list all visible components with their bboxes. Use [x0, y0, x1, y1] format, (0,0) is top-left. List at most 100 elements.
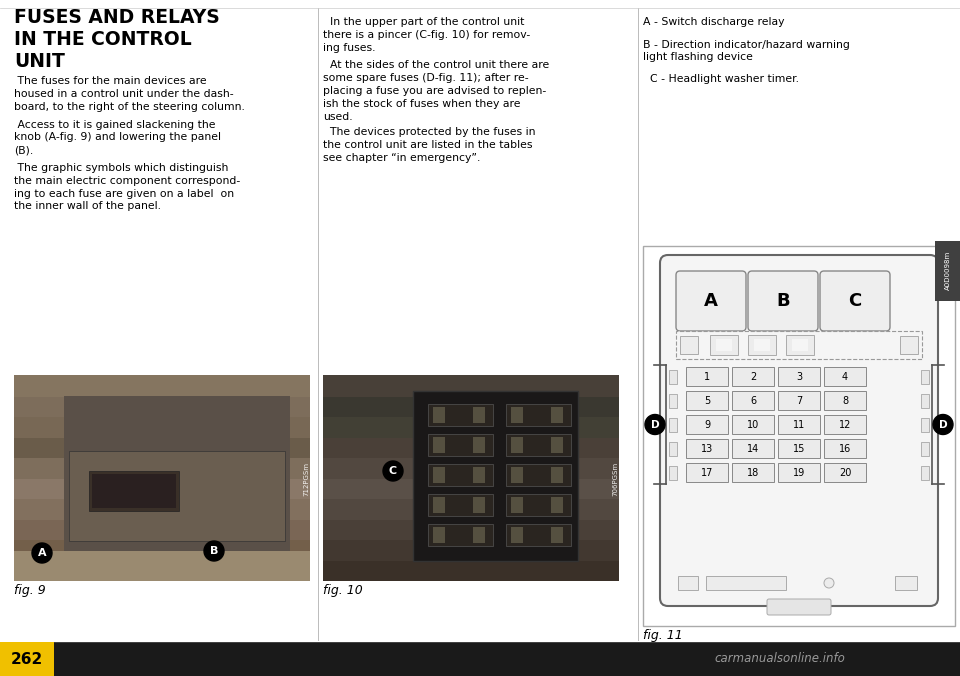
Bar: [669, 370, 677, 384]
Bar: [680, 336, 698, 354]
Bar: [706, 576, 786, 590]
Bar: [669, 466, 677, 480]
Bar: [669, 394, 677, 408]
FancyBboxPatch shape: [748, 271, 818, 331]
Bar: [433, 437, 445, 453]
Text: IN THE CONTROL: IN THE CONTROL: [14, 30, 192, 49]
Bar: [323, 395, 619, 417]
Text: fig. 11: fig. 11: [643, 629, 683, 642]
Bar: [428, 464, 493, 486]
FancyBboxPatch shape: [660, 255, 938, 606]
Bar: [921, 466, 929, 480]
Bar: [778, 367, 820, 386]
Bar: [716, 339, 732, 351]
Bar: [551, 527, 563, 543]
Text: 8: 8: [842, 395, 848, 406]
Text: 9: 9: [704, 420, 710, 429]
Bar: [824, 367, 866, 386]
Bar: [92, 474, 176, 508]
Bar: [14, 560, 310, 581]
Bar: [506, 404, 571, 426]
Bar: [778, 439, 820, 458]
Bar: [14, 375, 310, 397]
Text: C - Headlight washer timer.: C - Headlight washer timer.: [643, 74, 799, 84]
Bar: [323, 376, 619, 581]
Bar: [64, 396, 290, 551]
Bar: [710, 335, 738, 355]
Bar: [921, 394, 929, 408]
Bar: [14, 551, 310, 581]
Bar: [323, 518, 619, 540]
Text: 11: 11: [793, 420, 805, 429]
Bar: [428, 404, 493, 426]
Text: B: B: [210, 546, 218, 556]
Circle shape: [32, 543, 52, 563]
Bar: [686, 367, 728, 386]
Bar: [676, 331, 922, 359]
Text: UNIT: UNIT: [14, 52, 65, 71]
Bar: [511, 527, 523, 543]
Circle shape: [204, 541, 224, 561]
Bar: [14, 416, 310, 437]
Bar: [921, 418, 929, 432]
Bar: [551, 497, 563, 513]
Bar: [732, 463, 774, 482]
Bar: [643, 246, 955, 626]
Bar: [323, 437, 619, 458]
Circle shape: [645, 414, 665, 435]
Text: 262: 262: [11, 652, 43, 667]
Text: carmanualsonline.info: carmanualsonline.info: [714, 652, 846, 665]
Bar: [732, 415, 774, 434]
Text: A - Switch discharge relay: A - Switch discharge relay: [643, 17, 784, 27]
Bar: [786, 335, 814, 355]
Bar: [506, 494, 571, 516]
Text: The devices protected by the fuses in
the control unit are listed in the tables
: The devices protected by the fuses in th…: [323, 127, 536, 163]
Text: 6: 6: [750, 395, 756, 406]
Bar: [323, 477, 619, 499]
Bar: [506, 434, 571, 456]
Bar: [428, 494, 493, 516]
Bar: [732, 391, 774, 410]
Text: C: C: [849, 292, 862, 310]
Bar: [678, 576, 698, 590]
Text: D: D: [939, 420, 948, 429]
Bar: [511, 467, 523, 483]
Text: At the sides of the control unit there are
some spare fuses (D-fig. 11); after r: At the sides of the control unit there a…: [323, 60, 549, 122]
Bar: [433, 527, 445, 543]
Text: The fuses for the main devices are
housed in a control unit under the dash-
boar: The fuses for the main devices are house…: [14, 76, 245, 112]
Bar: [506, 524, 571, 546]
Text: Access to it is gained slackening the
knob (A-fig. 9) and lowering the panel
(B): Access to it is gained slackening the kn…: [14, 120, 221, 155]
Circle shape: [933, 414, 953, 435]
Bar: [686, 415, 728, 434]
Text: 17: 17: [701, 468, 713, 477]
Circle shape: [383, 461, 403, 481]
Bar: [428, 524, 493, 546]
Bar: [551, 437, 563, 453]
Bar: [428, 434, 493, 456]
Bar: [14, 518, 310, 540]
Bar: [778, 415, 820, 434]
Bar: [511, 497, 523, 513]
Bar: [824, 415, 866, 434]
Bar: [323, 560, 619, 581]
Text: 706PGSm: 706PGSm: [612, 462, 618, 496]
FancyBboxPatch shape: [676, 271, 746, 331]
Bar: [69, 451, 285, 541]
Bar: [473, 497, 485, 513]
Bar: [14, 498, 310, 519]
Text: fig. 10: fig. 10: [323, 584, 363, 597]
FancyBboxPatch shape: [820, 271, 890, 331]
Bar: [792, 339, 808, 351]
Text: FUSES AND RELAYS: FUSES AND RELAYS: [14, 8, 220, 27]
Bar: [413, 391, 578, 561]
Text: 18: 18: [747, 468, 759, 477]
Text: 10: 10: [747, 420, 759, 429]
Text: D: D: [651, 420, 660, 429]
Bar: [14, 457, 310, 479]
Bar: [921, 370, 929, 384]
Text: A: A: [704, 292, 718, 310]
Bar: [778, 391, 820, 410]
Bar: [748, 335, 776, 355]
Text: 15: 15: [793, 443, 805, 454]
Bar: [686, 391, 728, 410]
